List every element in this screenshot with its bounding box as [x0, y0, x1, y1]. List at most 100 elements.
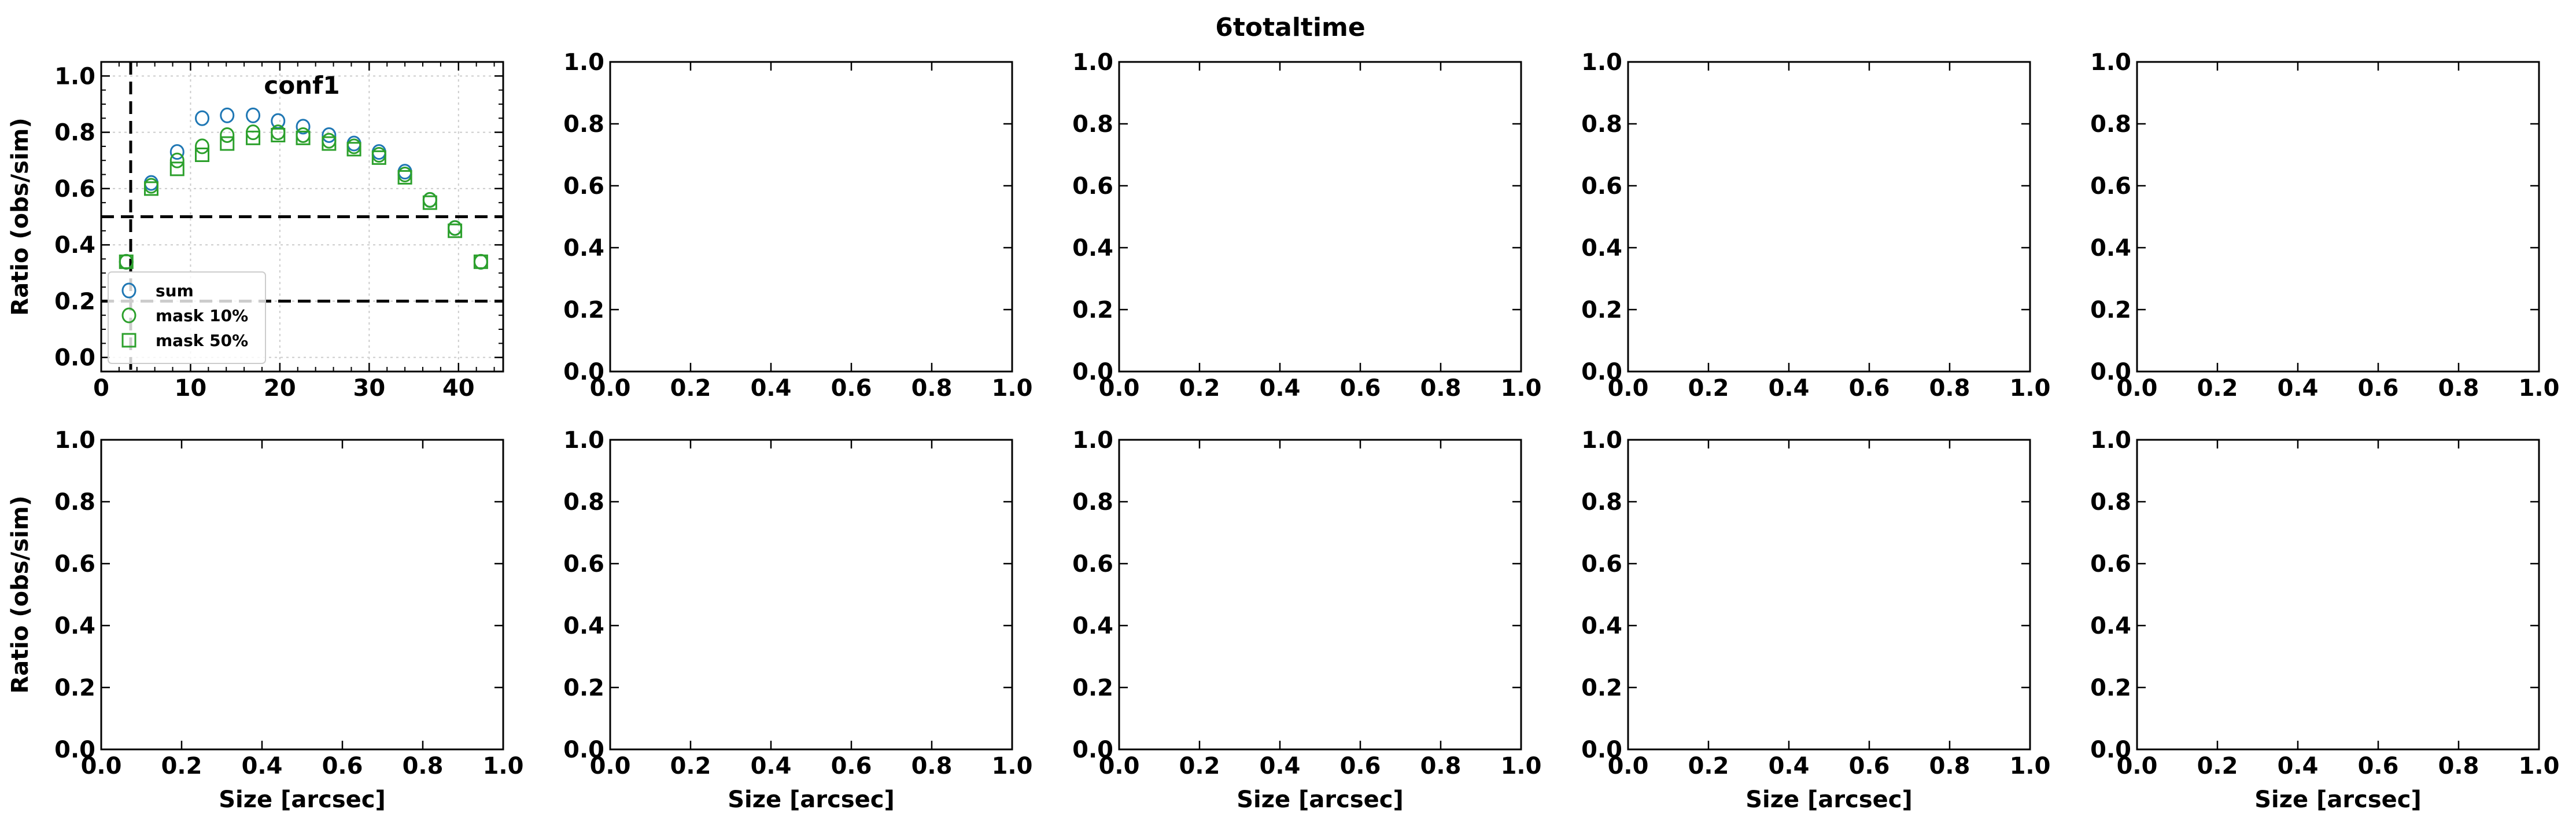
- x-tick-label: 0.4: [1769, 375, 1810, 402]
- y-tick-label: 1.0: [563, 49, 604, 76]
- y-tick-label: 0.0: [563, 359, 604, 385]
- x-tick-label: 0.0: [2117, 753, 2158, 779]
- y-tick-label: 0.4: [1072, 235, 1113, 262]
- y-tick-label: 0.0: [1072, 359, 1113, 385]
- panel-grid: 0 10 20 30 40 0.0 0.2 0.4 0.6 0.8 1.0 sum mask 10% ma…: [7, 49, 2559, 813]
- y-tick-label: 0.8: [1072, 111, 1113, 138]
- x-tick-label: 0.8: [1929, 375, 1970, 402]
- data-point-mask-10-: [220, 127, 235, 143]
- x-tick-label: 0.4: [1769, 753, 1810, 779]
- y-tick-label: 1.0: [1581, 49, 1622, 76]
- x-tick-label: 0.2: [161, 753, 202, 779]
- x-tick-label: 1.0: [992, 753, 1033, 779]
- x-tick-label: 0.2: [1688, 375, 1729, 402]
- x-tick-label: 0.6: [1849, 375, 1890, 402]
- data-point-mask-50-: [195, 148, 210, 162]
- x-tick-label: 0.4: [242, 753, 283, 779]
- x-tick-label: 0.0: [2117, 375, 2158, 402]
- x-axis-label: Size [arcsec]: [219, 786, 386, 813]
- x-tick-label: 1.0: [2519, 375, 2560, 402]
- data-point-mask-50-: [296, 130, 311, 145]
- x-tick-label: 0.0: [1608, 375, 1649, 402]
- y-axis-label: Ratio (obs/sim): [7, 495, 34, 693]
- x-tick-label: 0.8: [1420, 375, 1462, 402]
- y-tick-label: 0.6: [1581, 173, 1622, 200]
- data-point-sum: [220, 107, 235, 123]
- plot-frame: [2136, 439, 2540, 751]
- y-tick-label: 1.0: [54, 63, 95, 90]
- x-tick-label: 0.6: [831, 753, 872, 779]
- data-point-sum: [169, 144, 184, 160]
- subplot-title: conf1: [264, 71, 339, 100]
- subplot-5: 0.0 0.2 0.4 0.6 0.8 1.0 0.0 0.2 0.4 0.6 0.8 1.0: [2090, 49, 2559, 402]
- y-tick-label: 0.0: [1072, 737, 1113, 763]
- x-tick-label: 0.2: [1179, 375, 1220, 402]
- y-tick-label: 0.8: [1581, 111, 1622, 138]
- x-tick-label: 0.8: [1929, 753, 1970, 779]
- y-tick-label: 0.2: [2090, 297, 2131, 323]
- data-point-mask-50-: [119, 254, 134, 269]
- x-tick-label: 0.6: [322, 753, 363, 779]
- data-point-sum: [296, 119, 311, 135]
- x-tick-label: 0.6: [1340, 375, 1381, 402]
- plot-frame: [1118, 439, 1522, 751]
- y-tick-label: 0.0: [563, 737, 604, 763]
- data-point-mask-50-: [397, 170, 412, 185]
- x-tick-label: 0.2: [1179, 753, 1220, 779]
- y-tick-label: 0.4: [563, 613, 604, 639]
- data-point-mask-50-: [422, 195, 437, 210]
- data-point-sum: [322, 127, 337, 143]
- y-tick-label: 0.4: [54, 232, 95, 259]
- legend-marker: [121, 282, 136, 299]
- x-tick-label: 0.8: [1420, 753, 1462, 779]
- x-axis-label: Size [arcsec]: [1237, 786, 1404, 813]
- x-tick-label: 0.0: [81, 753, 122, 779]
- subplot-1: 0 10 20 30 40 0.0 0.2 0.4 0.6 0.8 1.0 sum mask 10% ma…: [7, 61, 504, 402]
- y-tick-label: 0.2: [1581, 675, 1622, 701]
- legend-label: mask 10%: [156, 306, 248, 325]
- subplot-8: 0.0 0.2 0.4 0.6 0.8 1.0 0.0 0.2 0.4 0.6 0.8 1.0 Size…: [1072, 427, 1541, 813]
- y-tick-label: 0.2: [54, 288, 95, 315]
- y-axis-label: Ratio (obs/sim): [7, 117, 34, 315]
- data-point-sum: [195, 110, 210, 126]
- y-tick-label: 0.0: [54, 737, 95, 763]
- x-tick-label: 0.4: [2278, 375, 2319, 402]
- x-tick-label: 0.6: [2358, 753, 2399, 779]
- data-point-mask-50-: [473, 254, 488, 269]
- plot-frame: [100, 439, 504, 751]
- y-tick-label: 0.4: [54, 613, 95, 639]
- y-tick-label: 0.2: [563, 297, 604, 323]
- y-tick-label: 1.0: [2090, 49, 2131, 76]
- subplot-3: 0.0 0.2 0.4 0.6 0.8 1.0 0.0 0.2 0.4 0.6 0.8 1.0: [1072, 49, 1541, 402]
- y-tick-label: 0.2: [1581, 297, 1622, 323]
- x-tick-label: 1.0: [1501, 753, 1542, 779]
- subplot-4: 0.0 0.2 0.4 0.6 0.8 1.0 0.0 0.2 0.4 0.6 0.8 1.0: [1581, 49, 2050, 402]
- x-tick-label: 0.6: [2358, 375, 2399, 402]
- y-tick-label: 0.8: [54, 489, 95, 516]
- y-tick-label: 0.2: [1072, 675, 1113, 701]
- y-tick-label: 0.2: [1072, 297, 1113, 323]
- data-point-mask-10-: [195, 138, 210, 155]
- plot-frame: [1627, 439, 2031, 751]
- y-tick-label: 0.2: [563, 675, 604, 701]
- x-tick-label: 0.2: [1688, 753, 1729, 779]
- x-tick-label: 0: [93, 375, 109, 402]
- x-tick-label: 0.8: [911, 753, 953, 779]
- y-tick-label: 0.4: [2090, 613, 2131, 639]
- data-point-mask-50-: [448, 223, 463, 238]
- x-tick-label: 20: [264, 375, 296, 402]
- y-tick-label: 0.6: [2090, 173, 2131, 200]
- x-tick-label: 1.0: [992, 375, 1033, 402]
- subplot-9: 0.0 0.2 0.4 0.6 0.8 1.0 0.0 0.2 0.4 0.6 0.8 1.0 Size…: [1581, 427, 2050, 813]
- y-tick-label: 0.8: [1072, 489, 1113, 516]
- y-tick-label: 0.6: [563, 551, 604, 578]
- legend-marker: [121, 333, 136, 348]
- x-tick-label: 0.6: [831, 375, 872, 402]
- y-tick-label: 0.2: [54, 675, 95, 701]
- y-tick-label: 0.2: [2090, 675, 2131, 701]
- y-tick-label: 0.8: [2090, 111, 2131, 138]
- y-tick-label: 0.8: [563, 489, 604, 516]
- y-tick-label: 0.6: [2090, 551, 2131, 578]
